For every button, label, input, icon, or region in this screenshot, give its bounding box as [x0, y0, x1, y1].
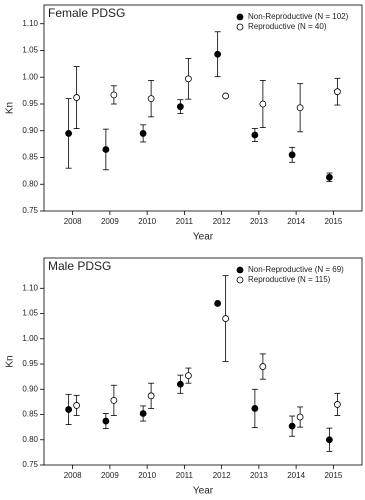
data-point — [73, 402, 81, 409]
data-point — [102, 417, 110, 425]
chart-title: Female PDSG — [48, 6, 125, 20]
x-tick-label: 2013 — [250, 471, 268, 480]
y-axis-label: Kn — [5, 102, 16, 114]
data-point — [102, 146, 110, 153]
data-point — [296, 413, 304, 421]
y-tick-label: 0.75 — [22, 460, 38, 469]
data-point — [147, 95, 155, 103]
data-point — [333, 88, 341, 96]
plot-frame — [43, 4, 363, 212]
x-tick-label: 2012 — [213, 471, 231, 480]
y-tick-label: 0.75 — [22, 206, 38, 215]
data-point — [288, 151, 296, 159]
data-point — [110, 396, 118, 404]
data-point — [222, 92, 230, 100]
data-point — [139, 130, 147, 137]
y-tick-label: 0.80 — [22, 179, 38, 188]
legend-marker — [236, 266, 244, 274]
chart-title: Male PDSG — [48, 259, 111, 273]
y-axis-label: Kn — [5, 355, 16, 367]
data-point — [214, 300, 222, 307]
y-tick-label: 0.85 — [22, 410, 38, 419]
data-point — [65, 406, 73, 413]
y-tick-label: 0.85 — [22, 153, 38, 162]
data-point — [214, 50, 222, 58]
y-tick-label: 1.05 — [22, 309, 38, 318]
data-point — [184, 372, 192, 380]
data-point — [176, 380, 184, 388]
legend-marker — [236, 276, 244, 284]
data-point — [259, 100, 267, 108]
legend-label: Reproductive (N = 115) — [248, 275, 331, 284]
y-tick-label: 0.80 — [22, 435, 38, 444]
legend-label: Non-Reproductive (N = 69) — [248, 265, 344, 274]
data-point — [325, 173, 333, 181]
legend-label: Reproductive (N = 40) — [248, 22, 327, 31]
data-point — [184, 75, 192, 83]
y-tick-label: 1.10 — [22, 19, 38, 28]
x-axis-label: Year — [193, 486, 214, 497]
y-tick-label: 0.90 — [22, 126, 38, 135]
data-point — [222, 315, 230, 322]
data-point — [176, 103, 184, 111]
y-tick-label: 1.00 — [22, 72, 38, 81]
x-axis-label: Year — [193, 232, 214, 243]
data-point — [139, 410, 147, 417]
data-point — [296, 104, 304, 112]
x-tick-label: 2012 — [213, 217, 231, 226]
y-tick-label: 1.00 — [22, 334, 38, 343]
x-tick-label: 2010 — [138, 217, 156, 226]
y-tick-label: 0.95 — [22, 359, 38, 368]
x-tick-label: 2010 — [138, 471, 156, 480]
y-tick-label: 1.10 — [22, 283, 38, 292]
data-point — [333, 401, 341, 408]
data-point — [259, 363, 267, 370]
data-point — [251, 131, 259, 139]
y-tick-label: 0.95 — [22, 99, 38, 108]
plot-frame — [43, 257, 363, 466]
data-point — [73, 94, 81, 101]
x-tick-label: 2013 — [250, 217, 268, 226]
y-tick-label: 0.90 — [22, 384, 38, 393]
legend-marker — [236, 23, 244, 31]
data-point — [147, 392, 155, 400]
y-tick-label: 1.05 — [22, 46, 38, 55]
x-tick-label: 2011 — [176, 471, 194, 480]
x-tick-label: 2015 — [324, 471, 342, 480]
x-tick-label: 2008 — [64, 471, 82, 480]
x-tick-label: 2015 — [324, 217, 342, 226]
x-tick-label: 2009 — [101, 217, 119, 226]
data-point — [110, 91, 118, 99]
data-point — [251, 405, 259, 412]
x-tick-label: 2014 — [287, 217, 305, 226]
x-tick-label: 2014 — [287, 471, 305, 480]
x-tick-label: 2009 — [101, 471, 119, 480]
legend-label: Non-Reproductive (N = 102) — [248, 12, 349, 21]
x-tick-label: 2011 — [176, 217, 194, 226]
data-point — [65, 130, 73, 137]
data-point — [325, 436, 333, 444]
data-point — [288, 422, 296, 430]
x-tick-label: 2008 — [64, 217, 82, 226]
legend-marker — [236, 13, 244, 21]
